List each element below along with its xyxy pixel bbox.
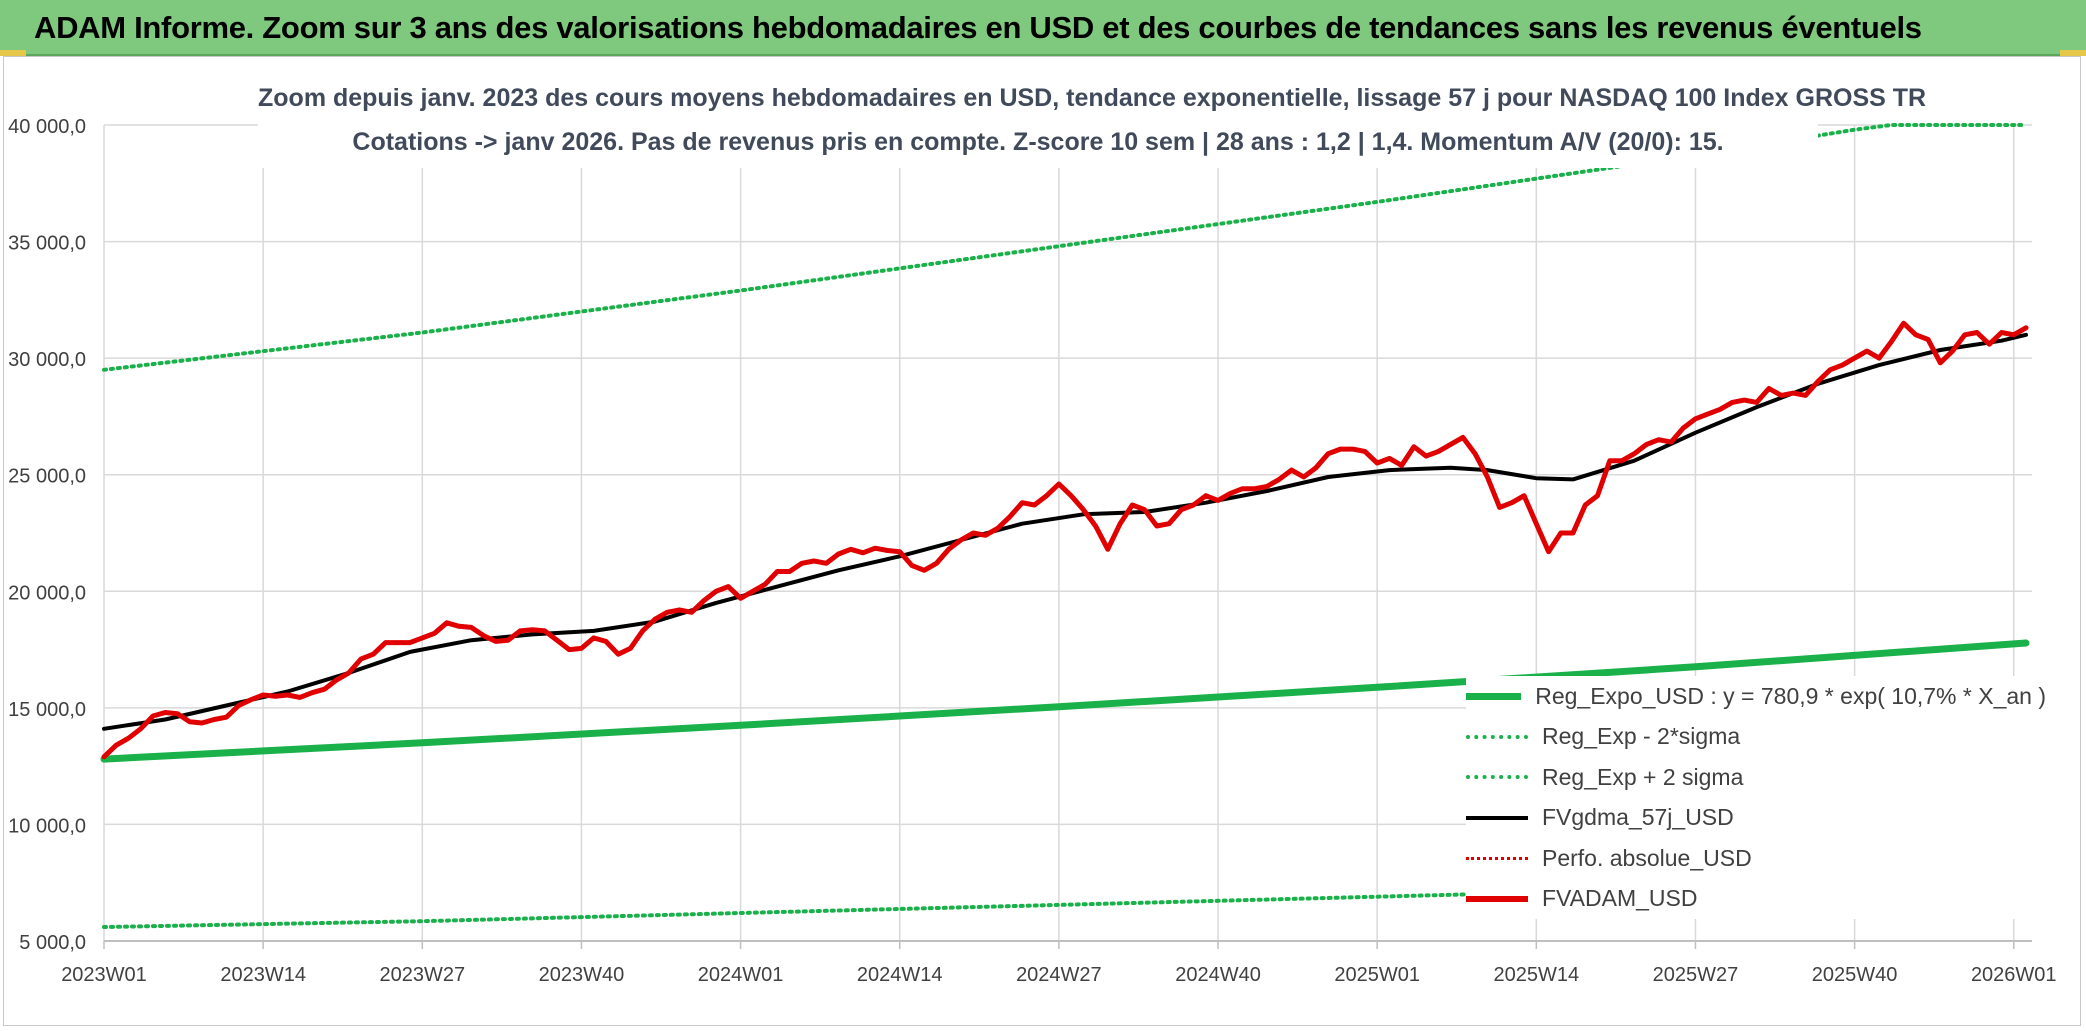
legend-label-perfo: Perfo. absolue_USD bbox=[1542, 844, 1752, 871]
x-tick-label: 2025W40 bbox=[1812, 964, 1898, 986]
x-tick-label: 2023W27 bbox=[379, 964, 465, 986]
y-tick-label: 15 000,0 bbox=[8, 699, 86, 721]
legend-swatch-reg-expo bbox=[1466, 692, 1522, 700]
y-tick-label: 20 000,0 bbox=[8, 582, 86, 604]
legend-label-reg-plus: Reg_Exp + 2 sigma bbox=[1542, 763, 1744, 790]
legend-swatch-perfo bbox=[1466, 856, 1528, 860]
legend-item-fvgdma: FVgdma_57j_USD bbox=[1466, 798, 2046, 839]
x-tick-label: 2025W14 bbox=[1494, 964, 1580, 986]
x-tick-label: 2023W40 bbox=[539, 964, 625, 986]
y-tick-label: 5 000,0 bbox=[19, 932, 86, 954]
legend-item-reg-minus: Reg_Exp - 2*sigma bbox=[1466, 717, 2046, 758]
x-tick-label: 2023W14 bbox=[220, 964, 306, 986]
x-tick-label: 2025W27 bbox=[1653, 964, 1739, 986]
x-tick-label: 2026W01 bbox=[1971, 964, 2057, 986]
chart-title-box bbox=[258, 76, 1818, 168]
chart-legend: Reg_Expo_USD : y = 780,9 * exp( 10,7% * … bbox=[1466, 676, 2046, 919]
legend-label-reg-expo: Reg_Expo_USD : y = 780,9 * exp( 10,7% * … bbox=[1535, 682, 2046, 709]
title-banner: ADAM Informe. Zoom sur 3 ans des valoris… bbox=[0, 0, 2086, 56]
legend-item-perfo: Perfo. absolue_USD bbox=[1466, 838, 2046, 879]
y-tick-label: 30 000,0 bbox=[8, 349, 86, 371]
x-tick-label: 2024W40 bbox=[1175, 964, 1261, 986]
y-tick-label: 10 000,0 bbox=[8, 815, 86, 837]
x-tick-label: 2025W01 bbox=[1334, 964, 1420, 986]
banner-accent-right bbox=[2060, 50, 2086, 56]
x-tick-label: 2024W27 bbox=[1016, 964, 1102, 986]
legend-item-reg-plus: Reg_Exp + 2 sigma bbox=[1466, 757, 2046, 798]
legend-swatch-fvadam bbox=[1466, 895, 1528, 902]
series-fvadam-line bbox=[101, 320, 2029, 760]
series-reg-expo-line bbox=[100, 639, 2030, 763]
series-fvgdma-line bbox=[102, 332, 2028, 731]
legend-item-fvadam: FVADAM_USD bbox=[1466, 879, 2046, 920]
legend-swatch-reg-plus bbox=[1466, 775, 1528, 780]
banner-accent-left bbox=[0, 50, 26, 56]
chart-frame bbox=[3, 56, 2081, 1026]
legend-label-fvgdma: FVgdma_57j_USD bbox=[1542, 804, 1734, 831]
x-tick-label: 2024W01 bbox=[698, 964, 784, 986]
y-tick-label: 25 000,0 bbox=[8, 466, 86, 488]
legend-label-reg-minus: Reg_Exp - 2*sigma bbox=[1542, 723, 1741, 750]
legend-swatch-reg-minus bbox=[1466, 734, 1528, 739]
legend-label-fvadam: FVADAM_USD bbox=[1542, 885, 1698, 912]
banner-title: ADAM Informe. Zoom sur 3 ans des valoris… bbox=[34, 10, 1922, 45]
chart-title-line1: Zoom depuis janv. 2023 des cours moyens … bbox=[258, 84, 1927, 112]
y-tick-label: 35 000,0 bbox=[8, 233, 86, 255]
x-tick-label: 2023W01 bbox=[61, 964, 147, 986]
chart-title-line2: Cotations -> janv 2026. Pas de revenus p… bbox=[352, 128, 1724, 156]
series-reg-plus-2sigma-line bbox=[102, 123, 2028, 372]
legend-swatch-fvgdma bbox=[1466, 815, 1528, 820]
legend-item-reg-expo: Reg_Expo_USD : y = 780,9 * exp( 10,7% * … bbox=[1466, 676, 2046, 717]
y-tick-label: 40 000,0 bbox=[8, 116, 86, 138]
x-tick-label: 2024W14 bbox=[857, 964, 943, 986]
